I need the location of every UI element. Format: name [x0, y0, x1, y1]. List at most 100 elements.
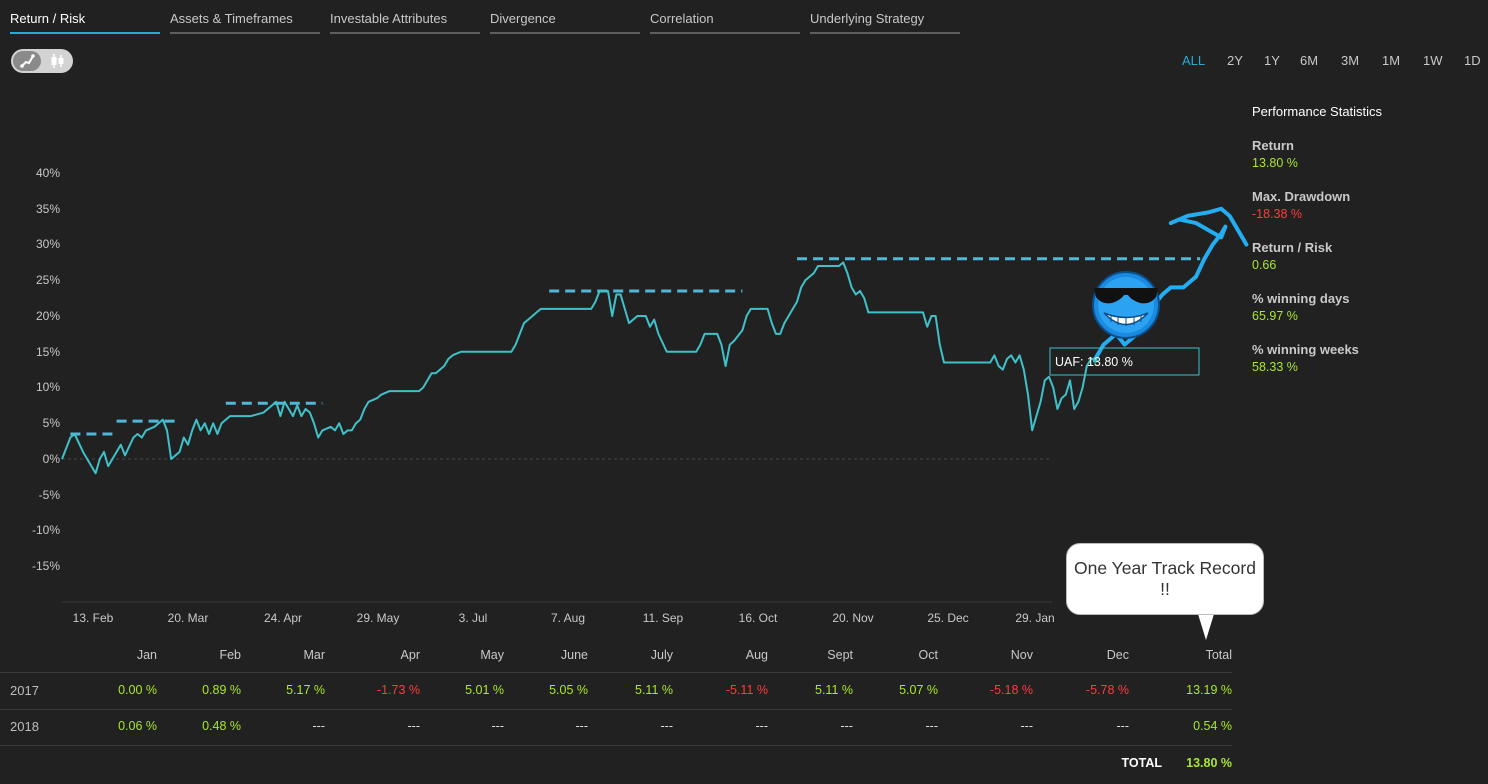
header-cell: July	[650, 648, 673, 662]
header-cell: Aug	[745, 648, 768, 662]
table-cell-total: 13.19 %	[1186, 683, 1232, 697]
y-tick-label: 40%	[35, 166, 60, 180]
candlestick-icon	[51, 54, 64, 68]
table-cell: 5.17 %	[286, 683, 325, 697]
y-tick-label: 35%	[35, 202, 60, 216]
stat-winning-days: % winning days 65.97 %	[1252, 291, 1472, 325]
table-cell: ---	[312, 719, 326, 733]
table-row-2017: 2017 0.00 % 0.89 % 5.17 % -1.73 % 5.01 %…	[0, 673, 1232, 710]
table-cell: -1.73 %	[376, 683, 420, 697]
y-tick-label: 15%	[35, 345, 60, 359]
y-tick-label: 0%	[42, 452, 60, 466]
x-tick-label: 11. Sep	[642, 611, 684, 625]
line-chart-button[interactable]	[13, 51, 41, 71]
stat-value: 65.97 %	[1252, 309, 1298, 323]
table-cell: 0.00 %	[118, 683, 157, 697]
series-line	[61, 261, 1096, 475]
x-tick-label: 3. Jul	[458, 611, 488, 625]
series-tooltip-label: UAF: 13.80 %	[1055, 355, 1133, 369]
stat-value: 58.33 %	[1252, 360, 1298, 374]
table-cell: 0.89 %	[202, 683, 241, 697]
y-tick-label: 10%	[35, 380, 60, 394]
y-tick-label: -5%	[38, 488, 60, 502]
header-cell: Feb	[219, 648, 241, 662]
header-cell: Dec	[1106, 648, 1129, 662]
table-cell: -5.11 %	[725, 683, 768, 697]
y-tick-label: -15%	[31, 559, 60, 573]
tab-return-risk[interactable]: Return / Risk	[10, 0, 160, 34]
stat-return: Return 13.80 %	[1252, 138, 1472, 172]
y-tick-label: -10%	[31, 523, 60, 537]
table-cell: 0.06 %	[118, 719, 157, 733]
x-tick-label: 29. May	[356, 611, 400, 625]
table-cell-total: 0.54 %	[1193, 719, 1232, 733]
table-cell: ---	[407, 719, 421, 733]
series-end-marker	[1092, 357, 1098, 363]
candlestick-button[interactable]	[43, 51, 71, 71]
range-2y[interactable]: 2Y	[1227, 53, 1243, 68]
table-row-2018: 2018 0.06 % 0.48 % --- --- --- --- --- -…	[0, 709, 1232, 746]
stat-label: Return / Risk	[1252, 240, 1333, 255]
range-3m[interactable]: 3M	[1341, 53, 1360, 68]
tab-assets-timeframes[interactable]: Assets & Timeframes	[170, 0, 320, 34]
header-cell: Sept	[827, 648, 853, 662]
tab-correlation[interactable]: Correlation	[650, 0, 800, 34]
range-1w[interactable]: 1W	[1423, 53, 1443, 68]
table-cell: ---	[840, 719, 854, 733]
series-tooltip-box	[1049, 347, 1200, 376]
stat-return-risk: Return / Risk 0.66	[1252, 240, 1472, 274]
table-cell: 5.05 %	[549, 683, 588, 697]
stats-title: Performance Statistics	[1252, 104, 1383, 119]
x-tick-label: 20. Mar	[167, 611, 209, 625]
table-cell: ---	[755, 719, 769, 733]
stat-value: 0.66	[1252, 258, 1277, 272]
stat-value: 13.80 %	[1252, 156, 1298, 170]
header-cell: Jan	[136, 648, 157, 662]
y-tick-label: 20%	[35, 309, 60, 323]
callout-pointer	[1198, 614, 1214, 640]
year-cell: 2018	[10, 719, 39, 734]
header-cell: Nov	[1010, 648, 1033, 662]
table-cell: 5.07 %	[899, 683, 938, 697]
header-cell: Total	[1205, 648, 1232, 662]
table-cell: ---	[491, 719, 505, 733]
line-chart-icon	[20, 54, 35, 68]
header-cell: Apr	[400, 648, 420, 662]
range-all[interactable]: ALL	[1182, 53, 1206, 68]
stat-value: -18.38 %	[1252, 207, 1303, 221]
y-tick-label: 5%	[42, 416, 60, 430]
year-cell: 2017	[10, 683, 39, 698]
time-range-selector: ALL 2Y 1Y 6M 3M 1M 1W 1D	[1168, 53, 1488, 71]
stat-label: Return	[1252, 138, 1294, 153]
x-tick-label: 25. Dec	[927, 611, 969, 625]
performance-statistics: Performance Statistics Return 13.80 % Ma…	[1252, 104, 1472, 393]
smiley-emoji-icon	[1092, 271, 1160, 339]
range-1y[interactable]: 1Y	[1264, 53, 1280, 68]
x-tick-label: 16. Oct	[738, 611, 778, 625]
stat-label: % winning weeks	[1252, 342, 1359, 357]
chart-layer	[61, 206, 1249, 475]
speech-bubble-callout: One Year Track Record !!	[1066, 543, 1264, 615]
table-cell: ---	[1020, 719, 1034, 733]
tab-investable-attributes[interactable]: Investable Attributes	[330, 0, 480, 34]
table-header: Jan Feb Mar Apr May June July Aug Sept O…	[0, 640, 1232, 673]
chart-mode-toggle	[11, 49, 73, 73]
x-tick-label: 24. Apr	[263, 611, 303, 625]
table-cell: ---	[660, 719, 674, 733]
header-cell: Oct	[918, 648, 938, 662]
x-tick-label: 20. Nov	[832, 611, 874, 625]
stat-label: % winning days	[1252, 291, 1350, 306]
stat-max-drawdown: Max. Drawdown -18.38 %	[1252, 189, 1472, 223]
stat-winning-weeks: % winning weeks 58.33 %	[1252, 342, 1472, 376]
tab-underlying-strategy[interactable]: Underlying Strategy	[810, 0, 960, 34]
tab-divergence[interactable]: Divergence	[490, 0, 640, 34]
range-1d[interactable]: 1D	[1464, 53, 1481, 68]
table-cell: 5.11 %	[815, 683, 853, 697]
header-cell: Mar	[303, 648, 325, 662]
range-6m[interactable]: 6M	[1300, 53, 1319, 68]
range-1m[interactable]: 1M	[1382, 53, 1401, 68]
table-cell: 0.48 %	[202, 719, 241, 733]
header-cell: May	[480, 648, 504, 662]
header-cell: June	[560, 648, 588, 662]
